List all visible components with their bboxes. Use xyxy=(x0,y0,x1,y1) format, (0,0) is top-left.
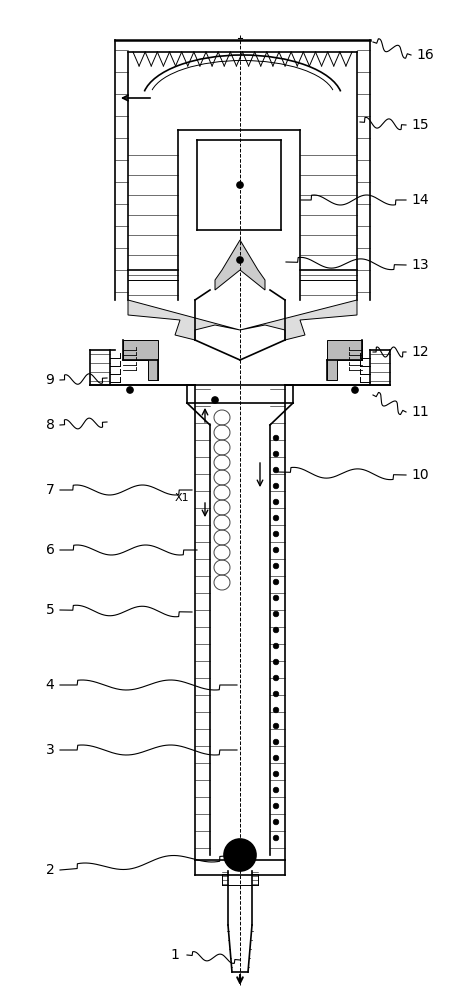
Circle shape xyxy=(273,451,279,457)
Circle shape xyxy=(273,803,279,809)
Circle shape xyxy=(212,397,218,403)
Circle shape xyxy=(273,739,279,745)
Circle shape xyxy=(273,467,279,473)
Circle shape xyxy=(273,723,279,729)
Circle shape xyxy=(273,707,279,713)
Text: 13: 13 xyxy=(411,258,429,272)
Circle shape xyxy=(273,643,279,649)
Circle shape xyxy=(273,627,279,633)
Text: 1: 1 xyxy=(171,948,179,962)
Text: 8: 8 xyxy=(46,418,55,432)
Circle shape xyxy=(273,435,279,441)
Circle shape xyxy=(273,787,279,793)
Circle shape xyxy=(273,579,279,585)
Polygon shape xyxy=(128,300,240,340)
Text: 6: 6 xyxy=(46,543,55,557)
Text: 11: 11 xyxy=(411,405,429,419)
Text: 5: 5 xyxy=(46,603,55,617)
Circle shape xyxy=(224,839,256,871)
Text: X1: X1 xyxy=(175,493,189,503)
Circle shape xyxy=(273,659,279,665)
Polygon shape xyxy=(327,340,362,380)
Circle shape xyxy=(273,675,279,681)
Circle shape xyxy=(273,531,279,537)
Text: 7: 7 xyxy=(46,483,55,497)
Polygon shape xyxy=(123,340,158,380)
Circle shape xyxy=(273,563,279,569)
Circle shape xyxy=(273,595,279,601)
Circle shape xyxy=(273,499,279,505)
Text: 15: 15 xyxy=(411,118,429,132)
Circle shape xyxy=(273,835,279,841)
Text: 12: 12 xyxy=(411,345,429,359)
Text: 16: 16 xyxy=(416,48,434,62)
Circle shape xyxy=(273,771,279,777)
Circle shape xyxy=(273,755,279,761)
Circle shape xyxy=(273,483,279,489)
Text: 4: 4 xyxy=(46,678,55,692)
Text: 2: 2 xyxy=(46,863,55,877)
Circle shape xyxy=(237,257,243,263)
Circle shape xyxy=(273,691,279,697)
Circle shape xyxy=(273,611,279,617)
Circle shape xyxy=(237,182,243,188)
Polygon shape xyxy=(215,240,265,290)
Text: 9: 9 xyxy=(46,373,55,387)
Circle shape xyxy=(352,387,358,393)
Circle shape xyxy=(273,547,279,553)
Circle shape xyxy=(273,819,279,825)
Circle shape xyxy=(127,387,133,393)
Text: 14: 14 xyxy=(411,193,429,207)
Polygon shape xyxy=(240,300,357,340)
Text: 3: 3 xyxy=(46,743,55,757)
Text: 10: 10 xyxy=(411,468,429,482)
Circle shape xyxy=(273,515,279,521)
